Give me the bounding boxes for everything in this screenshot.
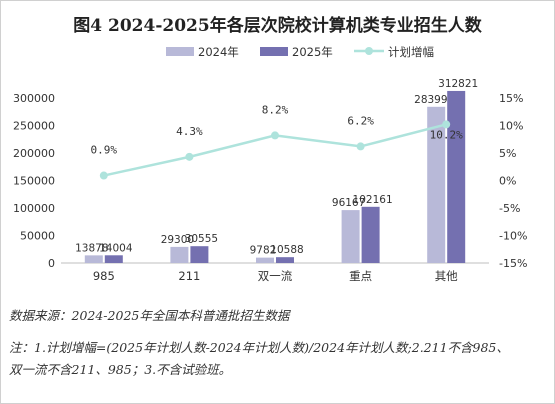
growth-rate-label: 6.2% (347, 114, 374, 127)
growth-rate-point (442, 120, 451, 129)
bar-data-label: 13878 (75, 242, 108, 254)
bar-data-label: 14004 (99, 242, 133, 254)
left-axis-tick-label: 200000 (13, 147, 55, 160)
chart-svg: 0 50000 100000 150000 200000 250000 300000 -15%… (13, 45, 527, 283)
growth-rate-label: 10.2% (430, 128, 463, 141)
bar-data-label: 30555 (185, 233, 218, 245)
bar-data-label: 9782 (250, 245, 277, 257)
chart-title: 图4 2024-2025年各层次院校计算机类专业招生人数 (73, 16, 482, 36)
x-axis-category-label: 重点 (349, 269, 372, 283)
bar (104, 255, 123, 263)
bar (190, 246, 209, 263)
bar-data-label: 29300 (161, 234, 194, 246)
source-note: 数据来源：2024-2025年全国本科普通批招生数据 (9, 308, 290, 323)
note-line-2: 双一流不含211、985；3.不含试验班。 (9, 362, 232, 377)
legend-label: 2024年 (198, 45, 239, 59)
bar-data-label: 102161 (353, 194, 393, 206)
left-axis-tick-label: 300000 (13, 92, 55, 105)
left-axis-tick-label: 250000 (13, 120, 55, 133)
left-axis-tick-label: 100000 (13, 202, 55, 215)
x-axis-category-label: 985 (93, 269, 115, 283)
legend-label: 2025年 (292, 45, 333, 59)
growth-rate-point (271, 131, 279, 140)
right-axis-tick-label: 15% (499, 92, 523, 105)
left-axis-tick-label: 50000 (20, 230, 55, 243)
right-axis-tick-label: -10% (499, 230, 527, 243)
legend-swatch (260, 47, 288, 56)
growth-rate-label: 8.2% (262, 103, 289, 116)
right-axis-tick-label: -5% (499, 202, 520, 215)
growth-rate-point (356, 142, 365, 151)
right-axis-tick-label: 5% (499, 147, 516, 160)
right-axis-tick-label: 0% (499, 175, 516, 188)
bar (427, 106, 446, 263)
growth-rate-point (185, 152, 194, 161)
bar (170, 246, 189, 263)
x-axis-category-label: 211 (178, 269, 200, 283)
growth-rate-label: 4.3% (176, 125, 203, 138)
growth-rate-point (99, 171, 108, 180)
bar (361, 206, 380, 263)
note-line-1: 注：1.计划增幅=(2025年计划人数-2024年计划人数)/2024年计划人数… (9, 340, 509, 355)
growth-rate-label: 0.9% (91, 144, 118, 157)
legend-swatch (166, 47, 194, 56)
bar-data-label: 283992 (414, 94, 454, 106)
x-axis-category-label: 其他 (435, 269, 458, 283)
bar (256, 257, 274, 263)
bar (276, 257, 294, 263)
left-axis-tick-label: 0 (48, 257, 55, 270)
bar (341, 210, 360, 263)
x-axis-category-label: 双一流 (258, 269, 293, 283)
bar-data-label: 10588 (270, 244, 303, 256)
right-axis-tick-label: 10% (499, 120, 523, 133)
right-axis-tick-label: -15% (499, 257, 527, 270)
legend-line-marker (365, 47, 373, 55)
left-axis-tick-label: 150000 (13, 175, 55, 188)
bar-data-label: 312821 (438, 78, 478, 90)
legend-label: 计划增幅 (388, 45, 434, 59)
bar-data-label: 96167 (332, 197, 365, 209)
bar (84, 255, 103, 263)
bar (447, 90, 466, 263)
